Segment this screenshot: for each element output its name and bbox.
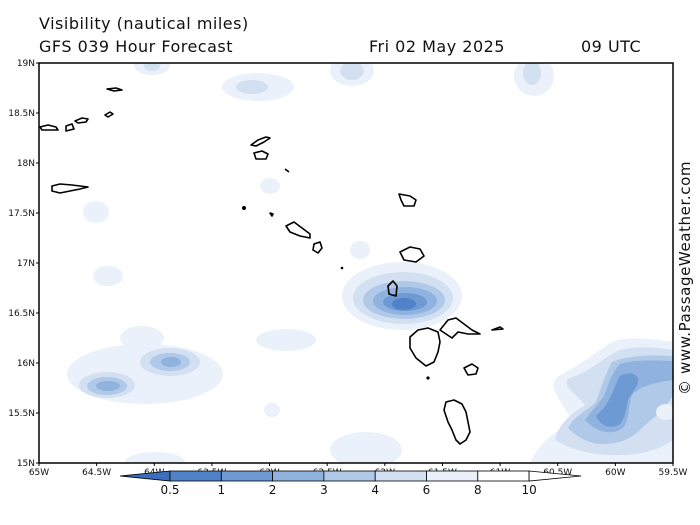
lon-label: 65W <box>29 468 49 478</box>
island-anguilla <box>250 136 271 147</box>
small-islands <box>242 206 430 380</box>
island-grande-terre <box>439 317 481 339</box>
colorbar-arrow-high <box>528 470 582 482</box>
island-st-thomas <box>74 117 89 124</box>
lat-label: 15.5N <box>8 409 35 419</box>
visibility-patch <box>125 452 185 463</box>
coastlines <box>39 87 504 445</box>
forecast-time: 09 UTC <box>581 37 642 56</box>
model-forecast-label: GFS 039 Hour Forecast <box>39 37 234 56</box>
lon-label: 60W <box>605 468 625 478</box>
visibility-low-area-east <box>530 338 673 463</box>
island-barbuda <box>398 193 417 207</box>
colorbar-label: 4 <box>371 483 379 497</box>
visibility-patch <box>523 63 541 85</box>
colorbar-segment <box>426 470 479 482</box>
island-nevis <box>312 241 323 254</box>
island-vieques <box>65 123 75 132</box>
island-antigua <box>399 246 425 263</box>
island-redonda <box>340 266 344 270</box>
colorbar-label: 6 <box>423 483 431 497</box>
island-st-croix <box>51 183 89 194</box>
colorbar-label: 0.5 <box>160 483 179 497</box>
colorbar-segment <box>220 470 274 482</box>
colorbar-label: 8 <box>474 483 482 497</box>
colorbar-segment <box>169 470 222 482</box>
island-saint-eustatius <box>269 212 274 217</box>
forecast-date: Fri 02 May 2025 <box>369 37 505 56</box>
island-les-saintes <box>426 376 430 380</box>
lon-label: 60.5W <box>543 468 572 478</box>
colorbar-label: 2 <box>269 483 277 497</box>
visibility-fields <box>67 63 673 463</box>
lon-label: 59.5W <box>659 468 688 478</box>
island-anegada <box>106 87 123 92</box>
lat-label: 19N <box>17 59 35 69</box>
visibility-patch <box>83 201 109 223</box>
lat-label: 17.5N <box>8 209 35 219</box>
lat-label: 16.5N <box>8 309 35 319</box>
island-dominica <box>443 399 471 445</box>
map-title: Visibility (nautical miles) <box>39 14 249 33</box>
island-saba <box>242 206 246 210</box>
colorbar-label: 1 <box>217 483 225 497</box>
island-puerto-rico <box>39 124 59 131</box>
island-marie-galante <box>463 363 479 376</box>
colorbar-label: 10 <box>521 483 536 497</box>
visibility-patch <box>350 241 370 259</box>
island-st-barthelemy <box>284 168 290 173</box>
colorbar-label: 3 <box>320 483 328 497</box>
visibility-patch <box>236 80 268 94</box>
colorbar-segment <box>477 470 530 482</box>
visibility-patch <box>256 329 316 351</box>
lat-label: 16N <box>17 359 35 369</box>
visibility-patch <box>120 326 164 350</box>
visibility-patch <box>93 266 123 286</box>
lat-label: 18.5N <box>8 109 35 119</box>
visibility-low-area-west <box>67 344 223 404</box>
colorbar-segment <box>272 470 325 482</box>
island-st-martin <box>253 150 269 160</box>
lon-label: 64.5W <box>82 468 111 478</box>
visibility-patch <box>144 63 160 71</box>
island-basse-terre <box>409 327 441 367</box>
island-la-desirade <box>491 326 504 331</box>
island-montserrat <box>387 280 398 297</box>
lat-label: 15N <box>17 459 35 469</box>
lat-label: 17N <box>17 259 35 269</box>
visibility-patch <box>260 178 280 194</box>
latitude-axis: 19N 18.5N 18N 17.5N 17N 16.5N 16N 15.5N 15N <box>8 59 39 469</box>
colorbar-segment <box>374 470 427 482</box>
visibility-patch <box>340 63 364 80</box>
island-st-kitts-nevis <box>285 221 311 239</box>
colorbar-segment <box>323 470 376 482</box>
visibility-low-area-central <box>342 262 462 330</box>
lat-label: 18N <box>17 159 35 169</box>
island-virgin-gorda <box>104 111 114 118</box>
visibility-colorbar: 0.5 1 2 3 4 6 8 10 <box>119 470 582 497</box>
visibility-patch <box>330 432 402 463</box>
visibility-patch <box>264 403 280 417</box>
